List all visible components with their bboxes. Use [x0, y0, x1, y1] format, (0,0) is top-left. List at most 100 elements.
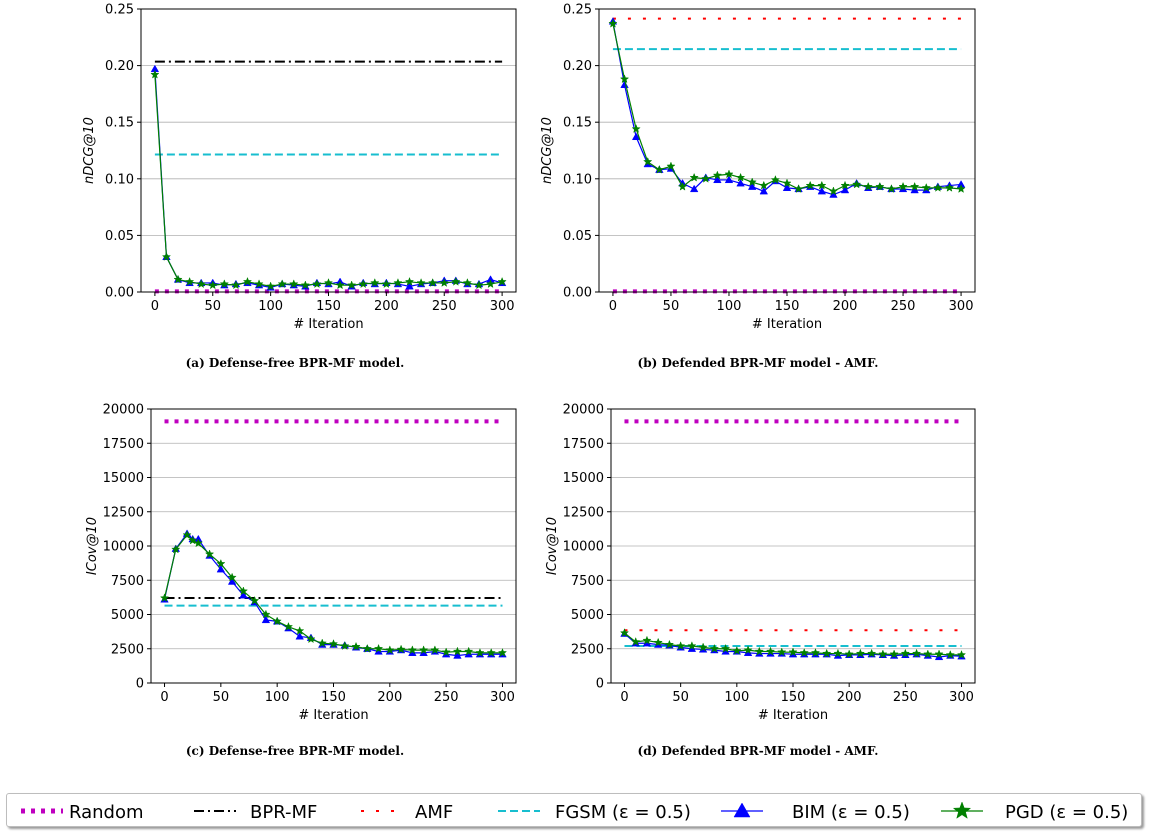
data-point-pgd — [759, 180, 769, 190]
data-point-pgd — [793, 184, 804, 193]
data-point-pgd — [863, 181, 873, 191]
y-tick-label: 0.15 — [563, 116, 592, 131]
data-point-pgd — [418, 645, 429, 655]
x-tick-label: 0 — [609, 299, 617, 314]
data-point-pgd — [698, 642, 708, 652]
data-point-pgd — [619, 74, 630, 84]
data-point-pgd — [193, 538, 203, 548]
data-point-pgd — [196, 279, 206, 289]
data-point-pgd — [407, 645, 418, 655]
y-axis-label: ICov@10 — [85, 517, 100, 575]
data-point-pgd — [404, 276, 415, 286]
data-point-bim — [227, 577, 237, 585]
data-point-pgd — [474, 280, 484, 290]
data-point-pgd — [171, 544, 181, 554]
data-point-pgd — [283, 621, 294, 631]
y-tick-label: 15000 — [103, 471, 144, 486]
data-point-bim — [817, 186, 827, 195]
data-point-bim — [759, 186, 769, 195]
data-point-bim — [713, 175, 722, 184]
x-axis-label: # Iteration — [752, 317, 822, 332]
data-point-pgd — [184, 276, 195, 286]
series-line-pgd — [163, 534, 503, 654]
data-point-pgd — [653, 637, 663, 647]
y-tick-label: 0.20 — [563, 59, 592, 74]
data-point-pgd — [822, 648, 832, 658]
x-tick-label: 300 — [949, 690, 974, 705]
chart-b: 0.00 0.05 0.10 0.15 0.20 0.25 0 50 100 150 200 250 3… — [540, 3, 976, 332]
data-point-pgd — [833, 648, 843, 658]
series-line-bim — [154, 68, 503, 289]
y-tick-label: 5000 — [111, 608, 144, 623]
data-point-pgd — [335, 280, 345, 290]
x-tick-label: 300 — [490, 690, 515, 705]
data-point-pgd — [439, 278, 449, 287]
legend-label: PGD (ε = 0.5) — [1005, 802, 1128, 823]
data-point-bim — [724, 175, 734, 184]
legend-item-bim: BIM (ε = 0.5) — [721, 802, 910, 823]
x-tick-label: 150 — [321, 690, 346, 705]
data-point-pgd — [828, 186, 839, 196]
x-tick-label: 100 — [265, 690, 290, 705]
data-point-pgd — [159, 593, 170, 603]
x-tick-label: 150 — [316, 299, 341, 314]
x-tick-label: 100 — [724, 690, 749, 705]
data-point-pgd — [462, 278, 473, 287]
data-point-pgd — [754, 646, 764, 656]
data-point-pgd — [631, 636, 641, 646]
data-point-pgd — [956, 184, 966, 193]
y-tick-label: 0.10 — [105, 172, 134, 187]
data-point-pgd — [373, 643, 384, 653]
x-axis-label: # Iteration — [758, 708, 828, 723]
y-tick-label: 0.25 — [563, 3, 592, 18]
y-tick-label: 20000 — [103, 403, 144, 418]
data-point-pgd — [712, 170, 723, 180]
data-point-pgd — [944, 182, 955, 192]
data-point-pgd — [475, 647, 485, 657]
legend-item-random: Random — [21, 802, 144, 823]
x-axis-label: # Iteration — [298, 708, 368, 723]
data-point-pgd — [805, 180, 815, 190]
data-point-pgd — [735, 172, 746, 182]
data-point-bim — [295, 632, 304, 640]
y-tick-label: 15000 — [563, 471, 604, 486]
legend-item-bpr-mf: BPR-MF — [194, 802, 317, 823]
caption-b: (b) Defended BPR-MF model - AMF. — [637, 356, 879, 370]
data-point-pgd — [664, 639, 675, 649]
y-tick-label: 7500 — [111, 574, 144, 589]
data-point-bim — [620, 80, 629, 88]
data-point-pgd — [182, 530, 192, 540]
data-point-pgd — [643, 156, 653, 166]
legend-item-fgsm: FGSM (ε = 0.5) — [498, 802, 691, 823]
data-point-pgd — [249, 595, 260, 605]
data-point-pgd — [777, 647, 787, 657]
data-point-pgd — [817, 180, 827, 190]
data-point-bim — [736, 179, 745, 187]
data-point-pgd — [933, 182, 943, 192]
y-tick-label: 0.05 — [105, 229, 134, 244]
y-tick-label: 0 — [136, 677, 144, 692]
plot-frame — [598, 8, 976, 293]
y-axis-label: nDCG@10 — [82, 117, 97, 184]
chart-figure: 0.00 0.05 0.10 0.15 0.20 0.25 0 50 100 150 200 250 3… — [82, 3, 976, 723]
y-tick-label: 17500 — [563, 437, 604, 452]
y-tick-label: 7500 — [571, 574, 604, 589]
x-tick-label: 50 — [663, 299, 680, 314]
legend-swatch-marker — [952, 801, 972, 819]
data-point-pgd — [485, 279, 496, 289]
data-point-pgd — [921, 182, 931, 192]
data-point-pgd — [150, 69, 160, 79]
x-tick-label: 0 — [620, 690, 628, 705]
y-tick-label: 2500 — [111, 642, 144, 657]
data-point-pgd — [875, 181, 885, 191]
legend-swatch-marker — [733, 802, 751, 818]
data-point-bim — [782, 183, 792, 191]
x-axis-label: # Iteration — [293, 317, 363, 332]
data-point-pgd — [666, 161, 676, 171]
data-point-pgd — [642, 635, 652, 645]
data-point-pgd — [346, 280, 357, 290]
data-point-pgd — [306, 634, 316, 644]
data-point-pgd — [323, 278, 334, 287]
data-point-pgd — [208, 280, 218, 290]
y-tick-label: 0.25 — [105, 3, 134, 18]
